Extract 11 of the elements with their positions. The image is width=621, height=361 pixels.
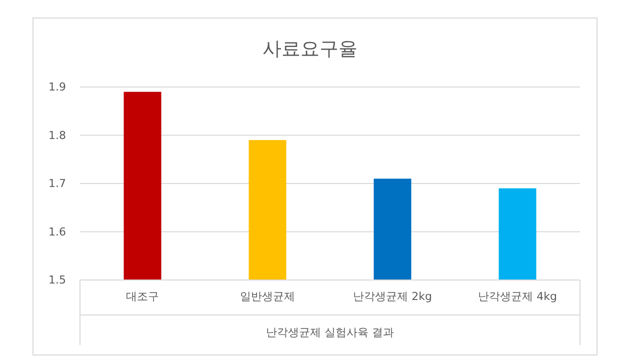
y-tick-label: 1.7 (48, 177, 66, 190)
x-axis-title: 난각생균제 실험사육 결과 (266, 326, 394, 339)
y-tick-label: 1.8 (48, 128, 66, 142)
x-tick-label: 난각생균제 4kg (478, 290, 557, 303)
y-tick-label: 1.6 (48, 225, 66, 238)
x-tick-label: 난각생균제 2kg (353, 290, 432, 303)
x-tick-label: 대조구 (126, 290, 159, 303)
y-tick-label: 1.9 (48, 80, 66, 94)
chart-title: 사료요구율 (262, 38, 358, 60)
x-tick-label: 일반생균제 (240, 290, 295, 303)
y-tick-label: 1.5 (48, 274, 66, 287)
